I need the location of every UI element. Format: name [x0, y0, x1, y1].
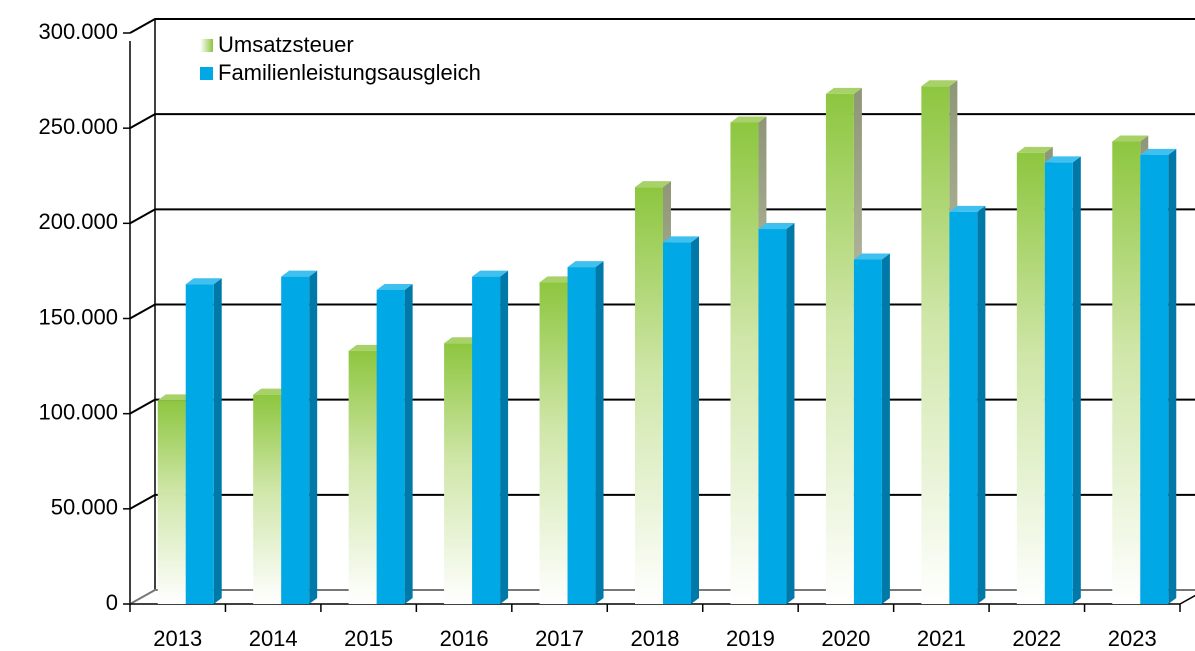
bar-front — [921, 86, 950, 604]
bar-top — [1140, 148, 1177, 155]
y-tick-label: 0 — [106, 590, 118, 615]
bar-top — [1016, 146, 1053, 153]
y-tick-label: 100.000 — [38, 399, 118, 424]
bar-top — [539, 276, 576, 283]
bar-front — [185, 284, 214, 604]
bar-top — [281, 270, 318, 277]
x-tick-label: 2021 — [917, 626, 966, 651]
bar-front — [539, 282, 568, 604]
bar-side — [977, 205, 986, 604]
bar-front — [444, 343, 473, 604]
bar-front — [825, 93, 854, 604]
bar-front — [1112, 141, 1141, 605]
bar-side — [1168, 148, 1177, 604]
bar — [472, 270, 509, 604]
bar-front — [663, 242, 691, 604]
x-tick-label: 2022 — [1012, 626, 1061, 651]
bar-front — [157, 400, 186, 604]
bar-side — [881, 253, 890, 604]
bar-top — [949, 205, 986, 212]
bar-front — [730, 122, 759, 604]
x-tick-label: 2014 — [249, 626, 298, 651]
bar-front — [1044, 162, 1073, 604]
bar-top — [730, 116, 767, 123]
bar — [185, 278, 222, 604]
bar — [758, 223, 795, 604]
legend-label: Familienleistungsausgleich — [218, 60, 481, 85]
bar — [567, 261, 604, 604]
x-tick-label: 2020 — [821, 626, 870, 651]
bar-side — [500, 270, 509, 604]
bar-top — [157, 394, 194, 401]
bar-front — [376, 289, 405, 604]
x-tick-label: 2018 — [631, 626, 680, 651]
bar — [1044, 156, 1081, 604]
grid-line — [129, 113, 1195, 130]
bar-side — [595, 261, 604, 604]
x-tick-label: 2017 — [535, 626, 584, 651]
bar-front — [253, 394, 282, 604]
y-tick-label: 300.000 — [38, 19, 118, 44]
legend-swatch — [200, 67, 213, 80]
bar-front — [758, 229, 787, 604]
bar-side — [786, 223, 795, 604]
y-tick-label: 150.000 — [38, 304, 118, 329]
bar-front — [348, 350, 377, 604]
bar-top — [376, 283, 413, 290]
bar-top — [567, 261, 604, 268]
grid-line — [129, 18, 1195, 34]
bar-top — [1112, 135, 1149, 142]
x-tick-label: 2023 — [1108, 626, 1157, 651]
bar-front — [853, 259, 882, 604]
bar-front — [1016, 152, 1045, 604]
y-tick-label: 50.000 — [51, 495, 118, 520]
bar-top — [444, 337, 481, 344]
y-tick-label: 250.000 — [38, 114, 118, 139]
bar — [281, 270, 318, 604]
bar-top — [185, 278, 222, 285]
bar-top — [472, 270, 509, 277]
bar-top — [253, 388, 290, 395]
bar-top — [825, 87, 862, 94]
bar-front — [949, 211, 978, 604]
bar-top — [921, 80, 958, 87]
bar-front — [472, 276, 501, 604]
bar-top — [853, 253, 890, 260]
x-tick-label: 2019 — [726, 626, 775, 651]
bar-top — [348, 344, 385, 351]
bar — [949, 205, 986, 604]
bar-front — [635, 187, 663, 605]
x-tick-label: 2015 — [344, 626, 393, 651]
bar-side — [213, 278, 222, 604]
bar-top — [663, 236, 699, 243]
bar-side — [691, 236, 699, 604]
legend-label: Umsatzsteuer — [218, 32, 354, 57]
legend-swatch — [200, 39, 213, 52]
bar-top — [1044, 156, 1081, 163]
bar-front — [567, 267, 596, 604]
bar — [376, 283, 413, 604]
bar-side — [309, 270, 318, 604]
y-tick-label: 200.000 — [38, 209, 118, 234]
bar — [1140, 148, 1177, 604]
x-tick-label: 2013 — [153, 626, 202, 651]
bar-top — [758, 223, 795, 230]
bar-side — [1072, 156, 1081, 604]
bar-front — [281, 276, 310, 604]
bar-side — [404, 283, 413, 604]
bar — [663, 236, 699, 604]
x-tick-label: 2016 — [440, 626, 489, 651]
bar — [853, 253, 890, 604]
bar-front — [1140, 154, 1169, 604]
bar-top — [635, 181, 671, 188]
